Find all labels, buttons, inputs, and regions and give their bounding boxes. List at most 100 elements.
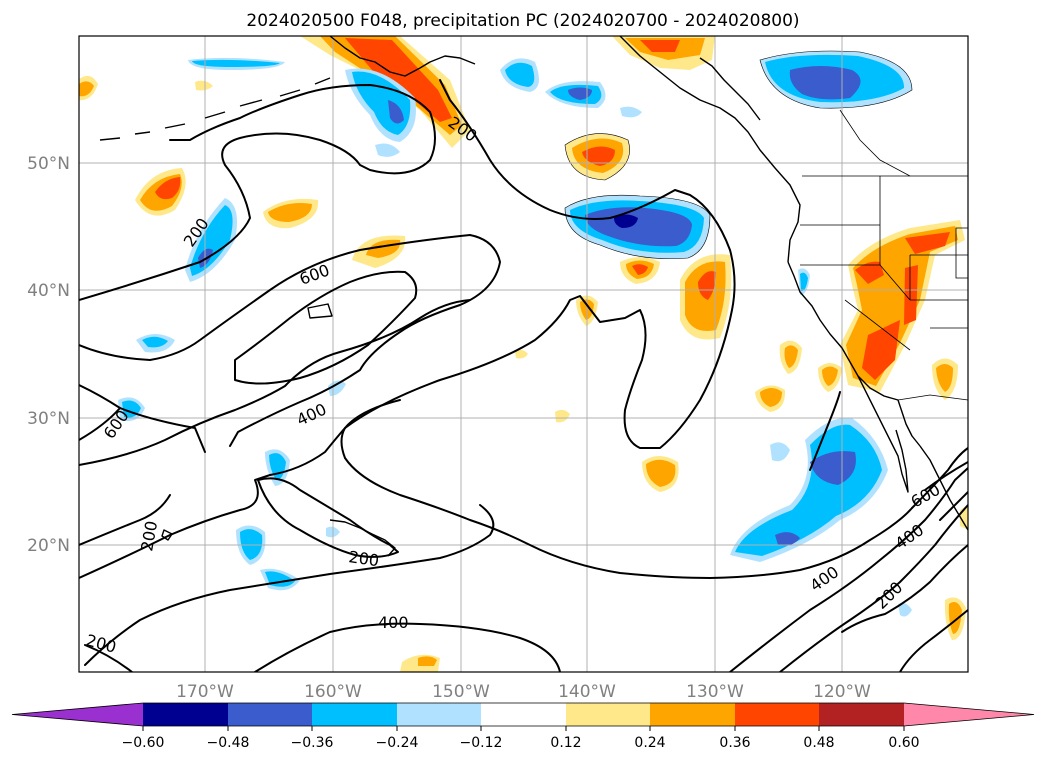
contour-line (84, 504, 495, 666)
precip-warm-region (195, 80, 213, 91)
longitude-labels: 170°W 160°W 150°W 140°W 130°W 120°W (176, 682, 871, 702)
colorbar-segment (735, 703, 819, 726)
lon-label: 120°W (813, 682, 871, 702)
political-borders (800, 109, 968, 401)
lat-label: 40°N (27, 281, 70, 301)
coastline-mexico (919, 445, 968, 531)
coastline-alaska (329, 36, 476, 77)
colorbar-segment (312, 703, 397, 726)
contour-line (779, 504, 968, 672)
precip-cool-region (770, 442, 790, 462)
precip-warm-region (155, 177, 181, 200)
border-us-mexico (897, 394, 968, 401)
lon-label: 130°W (686, 682, 744, 702)
precip-warm-region (640, 40, 680, 52)
lon-label: 150°W (432, 682, 490, 702)
contour-line (340, 427, 913, 579)
precip-warm-region (268, 203, 312, 222)
latitude-labels: 50°N 40°N 30°N 20°N (27, 154, 70, 556)
lon-label: 160°W (304, 682, 362, 702)
contour-line (79, 234, 501, 447)
precip-warm-region (905, 232, 950, 254)
precip-cool-region (388, 100, 404, 124)
precip-cool-region (614, 214, 638, 228)
colorbar-tick-label: −0.24 (376, 735, 419, 751)
map-panel: 200 200 200 200 200 400 400 400 400 200 … (78, 35, 969, 673)
precip-warm-region (948, 602, 962, 634)
fill-edge (759, 50, 913, 109)
contour-label: 200 (347, 547, 380, 570)
border-nevada-box (955, 227, 968, 279)
precip-cool-region (620, 106, 642, 118)
contour-line (84, 644, 133, 672)
precip-cool-region (505, 62, 535, 87)
colorbar-segment (566, 703, 650, 726)
lon-label: 170°W (176, 682, 234, 702)
precip-cool-region (375, 143, 400, 157)
coastline-west-coast (787, 261, 921, 447)
precip-cool-region (789, 66, 861, 100)
colorbar-tick-label: 0.24 (634, 735, 665, 751)
lat-label: 30°N (27, 409, 70, 429)
contour-lines (79, 79, 968, 672)
precip-cool-region (800, 272, 808, 292)
colorbar-tick-label: 0.36 (719, 735, 750, 751)
contour-line (899, 609, 968, 672)
colorbar-tick-label: 0.12 (550, 735, 581, 751)
colorbar-extend-low (12, 703, 143, 726)
colorbar-segment (228, 703, 312, 726)
precip-cool-region (142, 336, 168, 348)
coastlines (99, 36, 968, 557)
precip-warm-region (936, 364, 953, 392)
fill-edge (564, 194, 711, 260)
precip-warm-region (760, 388, 782, 407)
lat-label: 20°N (27, 536, 70, 556)
precip-cool-region (775, 532, 800, 546)
precip-warm-region (646, 459, 676, 487)
precip-warm-region (632, 264, 648, 275)
colorbar-tick-label: 0.60 (888, 735, 919, 751)
map-frame (78, 35, 969, 673)
contour-label: 400 (378, 613, 409, 632)
contour-line (79, 407, 121, 441)
coastline-bc-islands (699, 57, 761, 121)
contour-line (911, 447, 968, 509)
precip-warm-region (418, 656, 437, 666)
precip-warm-region (698, 271, 716, 300)
contour-line (841, 544, 968, 633)
border-bc-alberta (839, 109, 911, 177)
colorbar-tick-label: 0.48 (803, 735, 834, 751)
contour-line (924, 461, 968, 491)
precip-warm-region (822, 366, 838, 386)
colorbar: −0.60 −0.48 −0.36 −0.24 −0.12 0.12 0.24 0.36 0.4… (11, 702, 1035, 751)
colorbar-extend-high (904, 703, 1034, 726)
colorbar-tick-label: −0.12 (460, 735, 503, 751)
precip-warm-region (582, 146, 615, 166)
contour-line (257, 477, 399, 558)
contour-line (939, 491, 968, 521)
lat-label: 50°N (27, 154, 70, 174)
contour-line (79, 384, 206, 453)
coastline-aleutians (99, 77, 331, 141)
colorbar-segment (819, 703, 904, 726)
colorbar-segment (650, 703, 735, 726)
precip-cool-region (568, 87, 592, 100)
precip-cool-region (898, 602, 912, 617)
precip-warm-region (555, 409, 570, 423)
precip-warm-region (79, 81, 94, 97)
precip-warm-region (515, 349, 528, 359)
border-states (800, 176, 968, 351)
precip-warm-region (904, 265, 918, 325)
precip-warm-region (784, 345, 798, 368)
contour-line (79, 494, 171, 546)
precip-fills (79, 36, 968, 672)
precip-cool-region (192, 59, 280, 67)
colorbar-segment (397, 703, 481, 726)
contour-line (344, 79, 736, 449)
lon-label: 140°W (558, 682, 616, 702)
coastline-island (161, 529, 173, 541)
coastline-island (307, 303, 333, 319)
coastline-se-alaska (619, 36, 801, 263)
precip-warm-region (855, 261, 884, 284)
